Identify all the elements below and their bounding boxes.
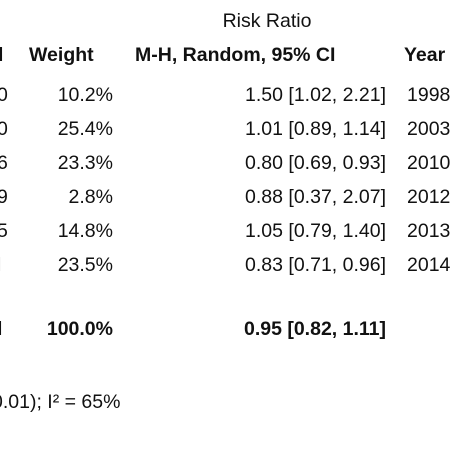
truncated-value: 0 <box>0 118 8 140</box>
weight-value: 25.4% <box>57 118 113 140</box>
truncated-value: l <box>0 255 1 276</box>
year-value: 2010 <box>407 152 451 174</box>
truncated-value: 0 <box>0 84 8 106</box>
total-risk-ratio: 0.95 [0.82, 1.11] <box>243 318 386 340</box>
year-value: 2012 <box>407 186 451 208</box>
truncated-value: 9 <box>0 186 8 208</box>
weight-value: 23.3% <box>57 152 113 174</box>
year-value: 2013 <box>407 220 451 242</box>
weight-header: Weight <box>29 44 94 66</box>
year-value: 2014 <box>407 254 451 276</box>
total-weight: 100.0% <box>46 318 113 340</box>
truncated-header: l <box>0 44 4 66</box>
risk-ratio-value: 1.05 [0.79, 1.40] <box>245 220 386 242</box>
heterogeneity-text: 0.01); I² = 65% <box>0 391 121 413</box>
weight-value: 14.8% <box>57 220 113 242</box>
risk-ratio-value: 1.50 [1.02, 2.21] <box>245 84 386 106</box>
method-header: M-H, Random, 95% CI <box>135 44 336 66</box>
risk-ratio-value: 0.88 [0.37, 2.07] <box>245 186 386 208</box>
truncated-value: 6 <box>0 152 8 174</box>
truncated-value: 5 <box>0 220 8 242</box>
year-value: 1998 <box>407 84 451 106</box>
weight-value: 23.5% <box>57 254 113 276</box>
year-header: Year <box>404 44 446 66</box>
risk-ratio-value: 0.80 [0.69, 0.93] <box>245 152 386 174</box>
weight-value: 2.8% <box>68 186 113 208</box>
weight-value: 10.2% <box>57 84 113 106</box>
risk-ratio-value: 0.83 [0.71, 0.96] <box>245 254 386 276</box>
risk-ratio-title: Risk Ratio <box>222 10 312 32</box>
risk-ratio-value: 1.01 [0.89, 1.14] <box>245 118 386 140</box>
year-value: 2003 <box>407 118 451 140</box>
truncated-total: l <box>0 319 2 340</box>
